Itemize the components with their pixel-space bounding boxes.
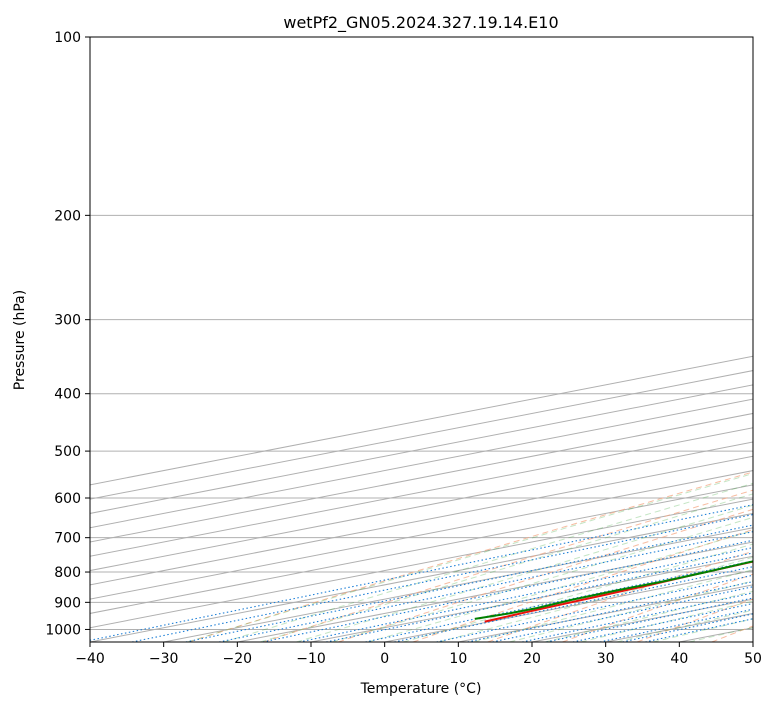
isotherm-gridline	[90, 484, 753, 614]
isotherm-gridline	[90, 427, 753, 557]
y-tick-label: 300	[54, 313, 81, 329]
plot-frame	[89, 36, 754, 643]
mixing-ratio-line	[90, 504, 753, 641]
mixing-ratio-line	[262, 539, 753, 642]
dry-adiabat	[338, 508, 753, 642]
x-axis-ticks: −40 −30 −20 −10 0 10 20 30 40 50	[75, 642, 762, 667]
mixing-ratio-line	[131, 513, 753, 642]
x-tick-label: −10	[296, 651, 326, 667]
y-tick-label: 600	[54, 491, 81, 507]
y-tick-label: 200	[54, 208, 81, 224]
x-tick-label: 0	[380, 651, 389, 667]
moist-adiabat	[296, 504, 753, 642]
x-tick-label: −40	[75, 651, 105, 667]
moist-adiabat	[187, 473, 753, 642]
y-tick-label: 700	[54, 531, 81, 547]
y-tick-label: 900	[54, 595, 81, 611]
x-tick-label: −30	[149, 651, 179, 667]
isotherm-gridline	[90, 470, 753, 600]
mixing-ratio-line	[599, 608, 753, 642]
isotherm-gridline	[90, 412, 753, 543]
mixing-ratio-line	[572, 602, 753, 642]
chart-title: wetPf2_GN05.2024.327.19.14.E10	[283, 13, 558, 33]
mixing-ratio-line	[492, 586, 753, 642]
dry-adiabat	[188, 471, 753, 642]
isotherm-gridline	[90, 498, 753, 629]
dry-adiabats	[188, 471, 753, 642]
moist-adiabat	[223, 482, 753, 642]
isotherm-gridline	[163, 527, 753, 642]
moist-adiabat	[402, 543, 753, 642]
x-tick-label: −20	[223, 651, 253, 667]
y-tick-label: 100	[54, 30, 81, 46]
x-tick-label: 20	[523, 651, 541, 667]
x-tick-label: 30	[597, 651, 615, 667]
moist-adiabat	[367, 529, 753, 642]
isotherm-gridline	[90, 441, 753, 572]
moist-adiabat	[438, 556, 753, 642]
y-tick-label: 500	[54, 444, 81, 460]
isotherm-gridline	[90, 455, 753, 586]
x-tick-label: 10	[449, 651, 467, 667]
dry-adiabat	[636, 598, 753, 642]
plot-area: 0.10.20.40.611.52346810131620253036-100-…	[90, 37, 753, 642]
y-axis-label: Pressure (hPa)	[12, 290, 28, 390]
y-axis-ticks: 1000 900 800 700 600 500 400 300 200 100	[45, 30, 90, 638]
dry-adiabat	[562, 573, 753, 642]
mixing-ratio-line	[185, 524, 753, 642]
y-tick-label: 400	[54, 387, 81, 403]
dry-adiabat	[412, 529, 753, 642]
mixing-ratio-line	[521, 592, 753, 642]
mixing-ratio-line	[546, 597, 753, 642]
x-tick-label: 50	[744, 651, 762, 667]
x-tick-label: 40	[670, 651, 688, 667]
isotherm-gridline	[90, 512, 753, 642]
y-tick-label: 800	[54, 565, 81, 581]
y-tick-label: 1000	[45, 622, 81, 638]
grid-lines	[90, 37, 753, 642]
moist-adiabat	[473, 569, 753, 642]
x-axis-label: Temperature (°C)	[360, 681, 482, 697]
moist-adiabats	[187, 473, 753, 642]
